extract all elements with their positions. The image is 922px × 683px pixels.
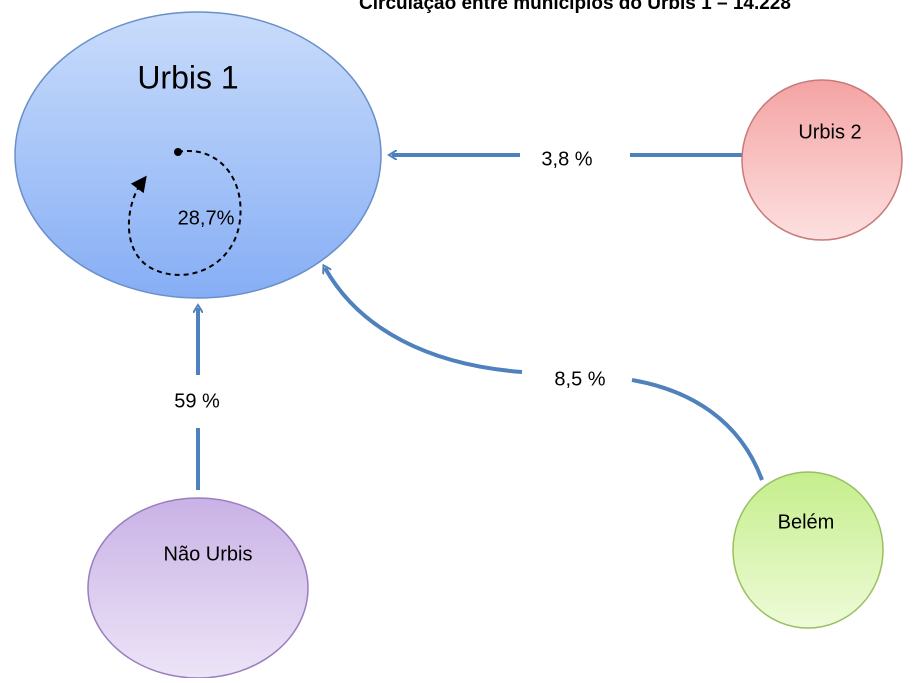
self-loop xyxy=(127,150,242,276)
edge xyxy=(631,378,764,481)
node xyxy=(14,11,382,299)
node-label: Belém xyxy=(778,511,835,533)
node xyxy=(732,471,884,629)
edge-label: 59 % xyxy=(174,390,220,412)
node-label: Urbis 2 xyxy=(798,121,861,143)
edge xyxy=(325,268,523,374)
node-label: Urbis 1 xyxy=(137,59,238,95)
node-label: Não Urbis xyxy=(164,543,253,565)
title: Circulação entre municípios do Urbis 1 –… xyxy=(359,0,791,14)
edge-label: 8,5 % xyxy=(554,368,605,390)
node xyxy=(87,497,309,679)
node xyxy=(741,79,903,241)
loop-label: 28,7% xyxy=(178,207,235,229)
edge-label: 3,8 % xyxy=(541,148,592,170)
